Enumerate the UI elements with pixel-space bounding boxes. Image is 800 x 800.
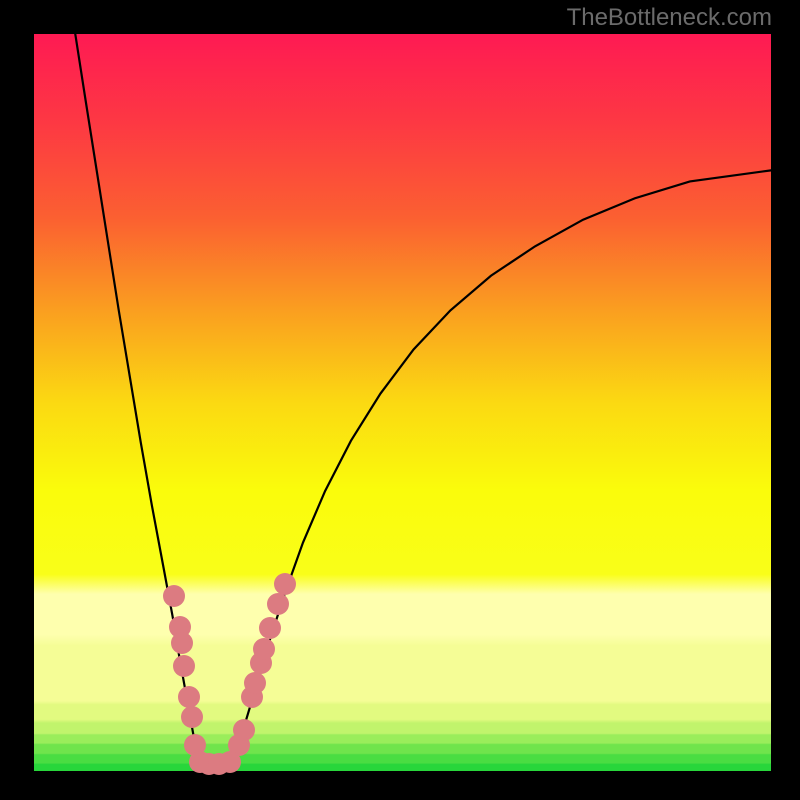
data-point-right bbox=[253, 638, 275, 660]
data-point-floor bbox=[219, 751, 241, 773]
data-point-left bbox=[178, 686, 200, 708]
data-point-right bbox=[274, 573, 296, 595]
data-point-right bbox=[267, 593, 289, 615]
data-point-left bbox=[181, 706, 203, 728]
right-curve bbox=[233, 170, 771, 757]
data-point-left bbox=[163, 585, 185, 607]
data-point-left bbox=[173, 655, 195, 677]
data-point-right bbox=[259, 617, 281, 639]
data-point-right bbox=[233, 719, 255, 741]
curve-layer bbox=[0, 0, 800, 800]
data-point-right bbox=[244, 672, 266, 694]
data-point-left bbox=[171, 632, 193, 654]
watermark-text: TheBottleneck.com bbox=[567, 4, 772, 32]
chart-container: TheBottleneck.com bbox=[0, 0, 800, 800]
